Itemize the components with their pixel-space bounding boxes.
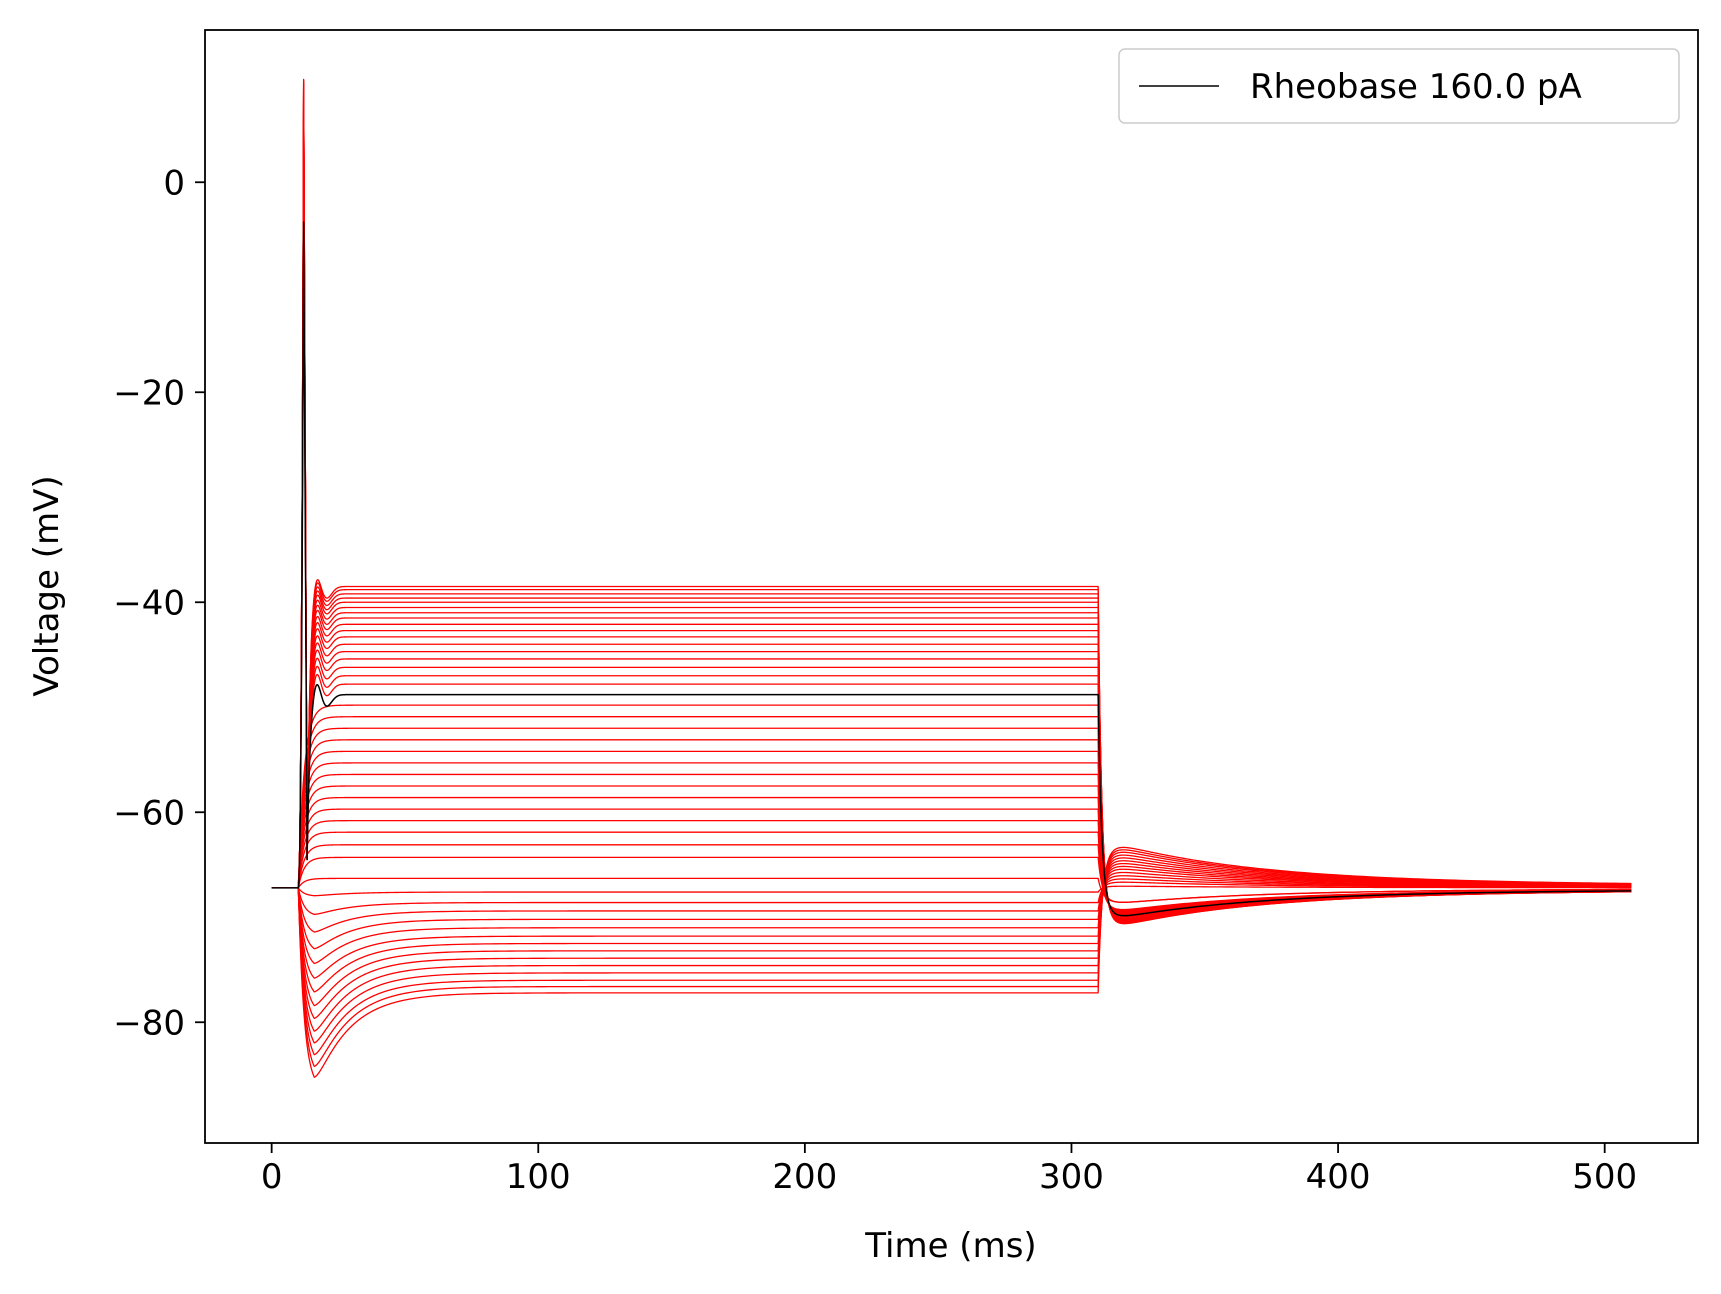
trace-9 bbox=[271, 871, 1632, 965]
trace-13 bbox=[271, 885, 1632, 897]
y-tick-label: −20 bbox=[113, 373, 185, 413]
trace-3 bbox=[271, 854, 1632, 1044]
legend-box bbox=[1118, 48, 1680, 124]
trace-12 bbox=[271, 881, 1632, 915]
x-tick-label: 300 bbox=[1039, 1157, 1104, 1197]
x-tick-label: 500 bbox=[1572, 1157, 1637, 1197]
trace-1 bbox=[271, 849, 1632, 1068]
legend-label-rheobase: Rheobase 160.0 pA bbox=[1250, 67, 1582, 107]
trace-46 bbox=[271, 78, 1632, 925]
x-tick-label: 100 bbox=[506, 1157, 571, 1197]
trace-group bbox=[271, 78, 1632, 1078]
trace-7 bbox=[271, 865, 1632, 993]
trace-10 bbox=[271, 875, 1632, 950]
trace-5 bbox=[271, 860, 1632, 1020]
trace-15 bbox=[271, 856, 1632, 903]
trace-6 bbox=[271, 862, 1632, 1007]
x-tick-label: 400 bbox=[1306, 1157, 1371, 1197]
y-tick-label: −60 bbox=[113, 793, 185, 833]
y-axis-ticks: 0 −20 −40 −60 −80 bbox=[113, 163, 205, 1043]
x-axis-ticks: 0 100 200 300 400 500 bbox=[261, 1143, 1637, 1197]
x-tick-label: 0 bbox=[261, 1157, 283, 1197]
plot-frame bbox=[204, 29, 1699, 1144]
trace-8 bbox=[271, 868, 1632, 979]
x-tick-label: 200 bbox=[772, 1157, 837, 1197]
x-axis-label: Time (ms) bbox=[864, 1226, 1036, 1266]
y-tick-label: −80 bbox=[113, 1003, 185, 1043]
y-tick-label: 0 bbox=[163, 163, 185, 203]
trace-2 bbox=[271, 851, 1632, 1056]
trace-28 bbox=[271, 704, 1632, 918]
trace-4 bbox=[271, 857, 1632, 1032]
trace-rheobase bbox=[271, 221, 1632, 917]
trace-11 bbox=[271, 878, 1632, 933]
y-axis-label: Voltage (mV) bbox=[27, 475, 67, 696]
legend: Rheobase 160.0 pA bbox=[1118, 48, 1680, 124]
trace-0 bbox=[271, 846, 1632, 1078]
y-tick-label: −40 bbox=[113, 583, 185, 623]
